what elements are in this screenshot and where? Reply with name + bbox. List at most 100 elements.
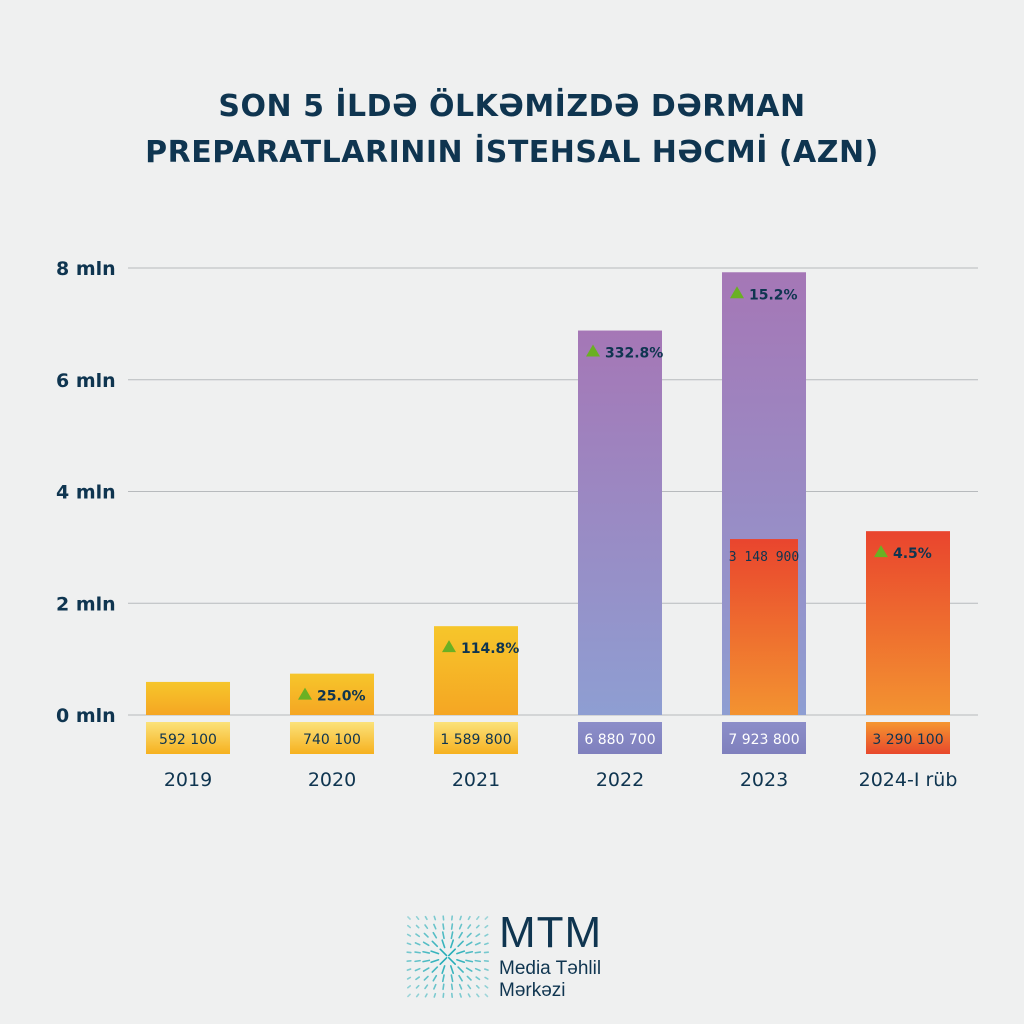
- logo-dot: [430, 950, 440, 955]
- logo-dot: [406, 933, 412, 937]
- logo-dot: [415, 916, 420, 920]
- logo-dot: [431, 940, 439, 948]
- x-tick-label: 2020: [308, 769, 356, 791]
- logo-dot: [458, 974, 463, 982]
- logo-dot: [430, 958, 440, 964]
- logo-dot: [424, 984, 429, 990]
- y-tick-label: 0 mln: [56, 705, 116, 727]
- chart-title-line-2: PREPARATLARININ İSTEHSAL HƏCMİ (AZN): [145, 135, 879, 170]
- growth-label: 15.2%: [749, 287, 798, 303]
- bar-group: 25.0% 740 100 2020: [290, 673, 374, 791]
- logo-dot: [458, 983, 463, 990]
- value-label-box: [866, 722, 950, 754]
- logo-dot: [424, 915, 428, 921]
- logo-dot: [414, 967, 421, 972]
- logo-dot: [442, 983, 445, 991]
- logo-dot: [414, 951, 421, 954]
- logo-dot: [449, 965, 455, 975]
- logo-dot: [441, 931, 445, 940]
- growth-arrow-icon: [586, 344, 600, 357]
- logo-dot: [423, 932, 429, 938]
- logo-dot: [457, 966, 464, 973]
- logo-dot: [450, 923, 454, 930]
- logo-dot: [484, 976, 489, 980]
- x-tick-label: 2024-I rüb: [859, 769, 958, 791]
- logo-dot: [467, 984, 472, 990]
- bar-value-label: 1 589 800: [440, 732, 511, 748]
- bar: [578, 330, 662, 715]
- logo-dot: [484, 933, 489, 937]
- bar-group: 114.8% 1 589 800 2021: [434, 626, 519, 791]
- logo-dot: [433, 983, 437, 990]
- bar: [434, 626, 518, 715]
- logo-dot: [448, 948, 456, 957]
- inner-bar-value-label: 3 148 900: [729, 550, 799, 565]
- bar: [866, 531, 950, 715]
- bar-group: 3 148 900 15.2% 7 923 800 2023: [722, 272, 806, 791]
- x-tick-label: 2019: [164, 769, 212, 791]
- logo-dot: [406, 968, 412, 971]
- logo-dot: [449, 939, 455, 949]
- growth-label: 25.0%: [317, 689, 366, 705]
- logo-line-2: Mərkəzi: [499, 980, 566, 1001]
- logo-dot: [459, 993, 462, 998]
- logo-dot: [456, 950, 466, 955]
- logo-dot: [459, 915, 462, 921]
- value-label-box: [578, 722, 662, 754]
- growth-arrow-icon: [442, 640, 456, 653]
- logo-dot: [475, 984, 480, 989]
- logo-dot: [456, 958, 466, 964]
- logo-dot: [422, 967, 430, 972]
- logo-dot: [458, 931, 463, 939]
- logo-dot: [450, 983, 454, 991]
- y-tick-label: 6 mln: [56, 370, 116, 392]
- logo-dot: [465, 959, 474, 963]
- bar-group: 332.8% 6 880 700 2022: [578, 330, 663, 791]
- chart-title: SON 5 İLDƏ ÖLKƏMİZDƏ DƏRMAN PREPARATLARI…: [0, 84, 1024, 176]
- logo-dot: [439, 957, 448, 965]
- bar-value-label: 7 923 800: [728, 732, 799, 748]
- value-label-box: [290, 722, 374, 754]
- y-tick-label: 4 mln: [56, 482, 116, 504]
- logo-dot: [439, 948, 448, 957]
- logo-dot: [450, 974, 454, 983]
- logo-mark-icon: [406, 915, 490, 999]
- logo-dot: [415, 924, 420, 929]
- logo-dot: [475, 933, 481, 938]
- logo-dot: [422, 941, 430, 947]
- logo-dot: [423, 975, 429, 981]
- growth-arrow-icon: [730, 286, 744, 299]
- growth-label: 4.5%: [893, 546, 932, 562]
- logo: MTM Media Təhlil Mərkəzi: [403, 908, 643, 1004]
- logo-dot: [475, 924, 480, 929]
- logo-dot: [476, 916, 480, 920]
- logo-dot: [474, 942, 481, 946]
- logo-dot: [415, 993, 420, 998]
- logo-dot: [415, 984, 420, 989]
- growth-arrow-icon: [298, 687, 312, 700]
- y-tick-label: 2 mln: [56, 593, 116, 615]
- logo-dot: [407, 916, 411, 920]
- x-tick-label: 2023: [740, 769, 788, 791]
- logo-dot: [476, 993, 480, 998]
- bar-value-label: 740 100: [303, 732, 361, 748]
- logo-dot: [406, 976, 412, 980]
- logo-dot: [441, 965, 446, 975]
- logo-dot: [475, 976, 481, 981]
- growth-label: 332.8%: [605, 346, 663, 362]
- logo-dot: [467, 924, 472, 930]
- bar-value-label: 6 880 700: [584, 732, 655, 748]
- logo-dot: [415, 933, 421, 938]
- logo-dot: [474, 959, 482, 963]
- logo-dot: [484, 968, 489, 971]
- bar-value-label: 592 100: [159, 732, 217, 748]
- logo-dot: [414, 959, 421, 963]
- logo-dot: [466, 932, 472, 938]
- y-tick-label: 8 mln: [56, 258, 116, 280]
- growth-label: 114.8%: [461, 641, 519, 657]
- logo-dot: [432, 931, 438, 939]
- inner-bar: [730, 539, 798, 715]
- logo-dot: [465, 950, 474, 954]
- logo-dot: [484, 916, 489, 920]
